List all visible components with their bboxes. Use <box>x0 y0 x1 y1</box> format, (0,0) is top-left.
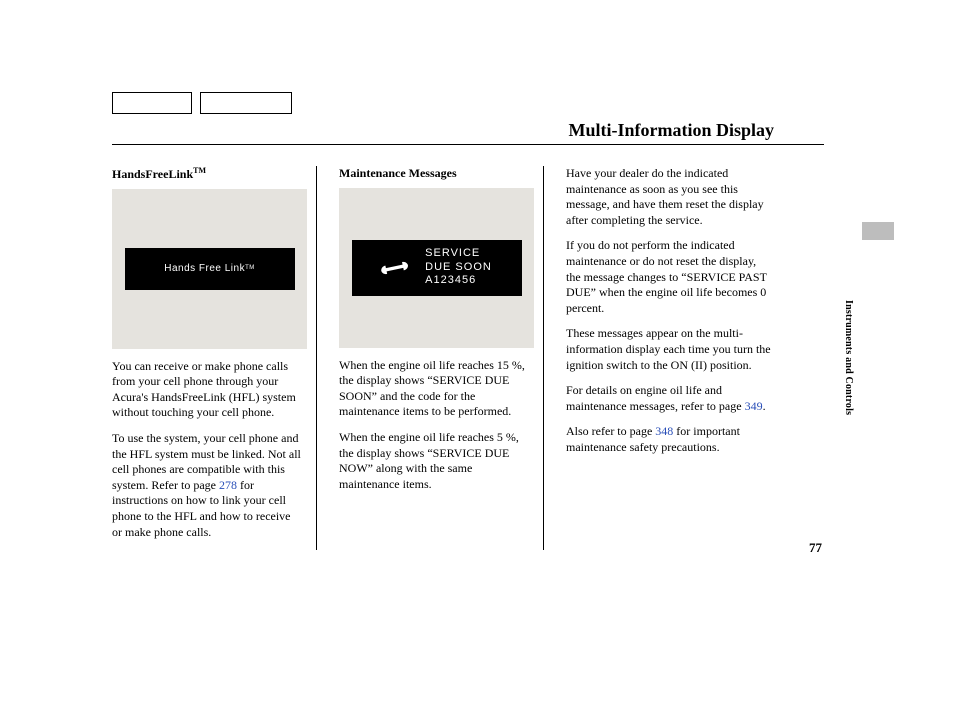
manual-page: Multi-Information Display Instruments an… <box>0 0 954 710</box>
service-text: SERVICE DUE SOON A123456 <box>425 247 492 288</box>
hfl-display-tm: TM <box>245 265 255 273</box>
column-continued: Have your dealer do the indicated mainte… <box>566 166 771 550</box>
cont-paragraph-2: If you do not perform the indicated main… <box>566 238 771 316</box>
cont-p5-a: Also refer to page <box>566 424 655 438</box>
title-rule <box>112 144 824 145</box>
column-maintenance: Maintenance Messages SERVICE DUE SOON A1… <box>339 166 544 550</box>
page-title: Multi-Information Display <box>568 120 774 141</box>
hfl-heading: HandsFreeLinkTM <box>112 166 302 183</box>
service-line-2: DUE SOON <box>425 261 492 275</box>
section-label: Instruments and Controls <box>843 300 854 415</box>
service-line-1: SERVICE <box>425 247 492 261</box>
maint-paragraph-1: When the engine oil life reaches 15 %, t… <box>339 358 529 420</box>
maint-figure: SERVICE DUE SOON A123456 <box>339 188 534 348</box>
header-box-1 <box>112 92 192 114</box>
section-tab <box>862 222 894 240</box>
cont-paragraph-1: Have your dealer do the indicated mainte… <box>566 166 771 228</box>
cont-paragraph-4: For details on engine oil life and maint… <box>566 383 771 414</box>
service-line-3: A123456 <box>425 274 492 288</box>
page-link-278[interactable]: 278 <box>219 478 237 492</box>
cont-paragraph-3: These messages appear on the multi-infor… <box>566 326 771 373</box>
page-link-349[interactable]: 349 <box>745 399 763 413</box>
trademark-symbol: TM <box>193 166 206 175</box>
hfl-display: Hands Free LinkTM <box>125 248 295 290</box>
header-boxes <box>112 92 292 114</box>
hfl-paragraph-2: To use the system, your cell phone and t… <box>112 431 302 540</box>
column-handsfreelink: HandsFreeLinkTM Hands Free LinkTM You ca… <box>112 166 317 550</box>
wrench-icon <box>381 261 415 275</box>
hfl-display-text: Hands Free Link <box>164 262 245 275</box>
service-display: SERVICE DUE SOON A123456 <box>352 240 522 296</box>
cont-p4-a: For details on engine oil life and maint… <box>566 383 745 413</box>
maint-paragraph-2: When the engine oil life reaches 5 %, th… <box>339 430 529 492</box>
hfl-figure: Hands Free LinkTM <box>112 189 307 349</box>
page-link-348[interactable]: 348 <box>655 424 673 438</box>
hfl-heading-text: HandsFreeLink <box>112 167 193 181</box>
header-box-2 <box>200 92 292 114</box>
hfl-paragraph-1: You can receive or make phone calls from… <box>112 359 302 421</box>
hfl-p2-a: To use the system, your cell phone and t… <box>112 431 301 492</box>
page-number: 77 <box>809 540 822 556</box>
cont-p4-b: . <box>763 399 766 413</box>
content-columns: HandsFreeLinkTM Hands Free LinkTM You ca… <box>112 166 772 550</box>
maint-heading: Maintenance Messages <box>339 166 529 182</box>
cont-paragraph-5: Also refer to page 348 for important mai… <box>566 424 771 455</box>
